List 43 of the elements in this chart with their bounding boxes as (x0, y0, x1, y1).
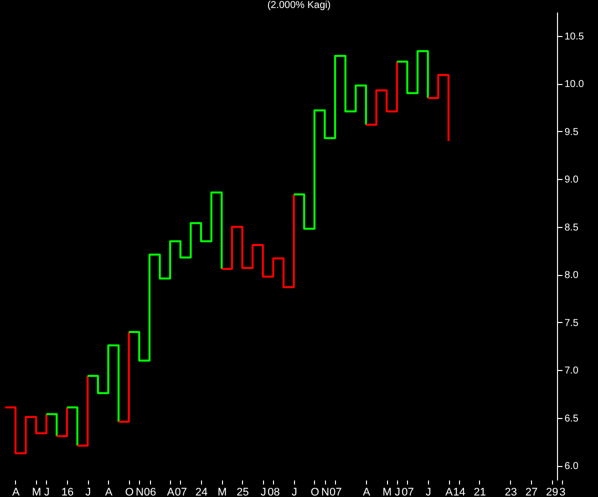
x-tick-label: J (394, 486, 400, 497)
x-tick-label: J (44, 486, 50, 497)
x-tick-label: J (292, 486, 298, 497)
x-tick-label: A (105, 486, 114, 497)
y-tick-label: 6.5 (564, 413, 579, 424)
y-tick-label: 7.0 (564, 366, 579, 377)
x-tick-label: N (321, 486, 330, 497)
x-tick-label: A (445, 486, 454, 497)
x-tick-label: 07 (174, 486, 188, 497)
x-tick-label: M (32, 486, 42, 497)
x-tick-label: 14 (453, 486, 466, 497)
x-tick-label: 07 (402, 486, 414, 497)
y-tick-label: 10.0 (564, 79, 584, 90)
x-tick-label: 27 (525, 486, 538, 497)
x-tick-label: 23 (504, 486, 517, 497)
x-tick-label: A (166, 486, 175, 497)
x-tick-label: A (12, 486, 20, 497)
x-tick-label: 29 (546, 486, 558, 497)
x-tick-label: 07 (329, 486, 342, 497)
y-tick-label: 6.0 (564, 461, 579, 472)
x-tick-label: O (125, 486, 134, 497)
x-tick-label: J (426, 486, 432, 497)
x-tick-label: 25 (236, 486, 249, 497)
x-tick-label: 21 (474, 486, 486, 497)
x-tick-label: 08 (268, 486, 280, 497)
x-tick-label: 16 (61, 486, 74, 497)
x-tick-label: M (382, 486, 392, 497)
y-tick-label: 10.5 (564, 31, 584, 42)
y-tick-label: 9.0 (564, 174, 579, 186)
x-tick-label: J (260, 486, 266, 497)
x-tick-label: M (218, 486, 227, 497)
chart-title: (2.000% Kagi) (267, 0, 331, 11)
x-tick-label: 3 (559, 486, 566, 497)
x-tick-label: J (85, 486, 91, 497)
x-tick-label: N (136, 486, 144, 497)
x-tick-label: 06 (144, 486, 156, 497)
x-tick-label: A (362, 486, 371, 497)
y-tick-label: 7.5 (564, 318, 579, 329)
y-tick-label: 9.5 (564, 126, 579, 138)
x-tick-label: O (310, 486, 320, 497)
y-tick-label: 8.0 (564, 270, 579, 282)
y-tick-label: 8.5 (564, 222, 579, 234)
x-tick-label: 24 (195, 486, 208, 497)
